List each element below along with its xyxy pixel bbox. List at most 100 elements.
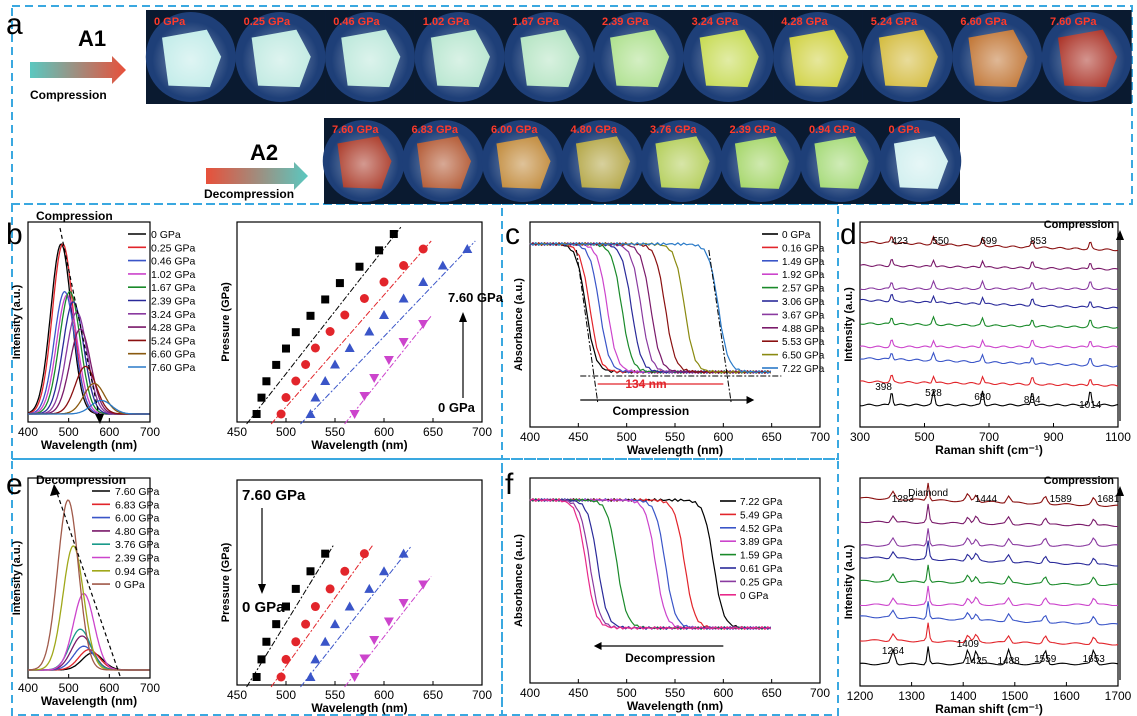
peak-label: 1014 (1079, 400, 1102, 411)
spectrum-line (28, 499, 150, 671)
raman-line (859, 258, 1119, 271)
raman-line (859, 646, 1119, 666)
legend-entry: 3.89 GPa (740, 537, 783, 548)
absorbance-line (529, 498, 771, 630)
crystal-glow (331, 21, 409, 99)
x-tick-label: 650 (762, 430, 782, 444)
legend-entry: 1.59 GPa (740, 551, 783, 562)
peak-label: 1264 (882, 646, 905, 657)
marker-invtriangle (359, 654, 370, 664)
marker-square (257, 393, 266, 402)
marker-triangle (379, 310, 389, 319)
absorbance-line (529, 498, 772, 630)
a1-photo: 0.46 GPa (325, 10, 415, 104)
x-tick-label: 550 (325, 688, 345, 702)
crystal-glow (1048, 21, 1126, 99)
trend-arrow-head (95, 414, 104, 424)
arrow-head (593, 642, 602, 650)
raman-line (859, 351, 1119, 368)
a1-photo: 4.28 GPa (773, 10, 863, 104)
marker-triangle (320, 636, 331, 646)
marker-circle (291, 637, 301, 647)
a2-photo: 7.60 GPa (322, 118, 405, 204)
x-tick-label: 650 (762, 686, 782, 700)
legend-entry: 5.53 GPa (782, 337, 825, 348)
x-tick-label: 700 (140, 425, 160, 439)
crystal-glow (152, 21, 230, 99)
pressure-label: 0.94 GPa (809, 124, 856, 136)
x-tick-label: 500 (276, 688, 296, 702)
spectrum-line (28, 399, 150, 415)
annotation: 0 GPa (242, 599, 285, 616)
x-axis-label: Wavelength (nm) (627, 699, 723, 713)
plot-frame (236, 479, 483, 686)
legend-entry: 0.61 GPa (740, 564, 783, 575)
x-axis-label: Wavelength (nm) (41, 438, 137, 452)
x-tick-label: 400 (520, 430, 540, 444)
x-tick-label: 700 (472, 688, 492, 702)
legend-entry: 3.24 GPa (151, 309, 196, 321)
x-tick-label: 1200 (847, 689, 874, 703)
marker-square (335, 279, 344, 288)
pressure-label: 1.67 GPa (512, 16, 559, 28)
x-tick-label: 1300 (898, 689, 925, 703)
fit-line (344, 315, 432, 425)
a1-photo: 6.60 GPa (952, 10, 1043, 104)
marker-invtriangle (349, 673, 360, 682)
y-axis-label: Absorbance (a.u.) (513, 534, 525, 627)
x-tick-label: 500 (914, 430, 934, 444)
x-tick-label: 550 (665, 430, 685, 444)
panel-letter-b: b (6, 218, 23, 251)
a2-photo: 3.76 GPa (640, 118, 723, 204)
legend-entry: 4.28 GPa (151, 322, 196, 334)
a2-photo: 0.94 GPa (799, 118, 882, 204)
x-tick-label: 600 (713, 430, 733, 444)
peak-label: 1589 (1050, 494, 1073, 505)
marker-triangle (462, 244, 473, 253)
a1-photo: 0.25 GPa (235, 10, 326, 104)
trend-arrow-head (50, 484, 60, 496)
legend-entry: 4.52 GPa (740, 524, 783, 535)
peak-label: 550 (932, 236, 949, 247)
y-axis-label: Intensity (a.u.) (843, 287, 855, 362)
decompression-text: Decompression (625, 651, 715, 665)
pressure-label: 7.60 GPa (332, 124, 379, 136)
raman-line (859, 390, 1119, 407)
legend-entry: 3.06 GPa (782, 297, 825, 308)
peak-label: 1283 (892, 494, 915, 505)
corner-label: Compression (1044, 219, 1115, 231)
panel-letter-f: f (505, 468, 514, 501)
peak-label: 699 (980, 236, 997, 247)
peak-label: 423 (891, 236, 908, 247)
marker-invtriangle (359, 392, 370, 401)
fit-line (246, 225, 403, 425)
crystal-glow (328, 128, 399, 200)
legend-entry: 6.60 GPa (151, 349, 196, 361)
raman-line (859, 315, 1119, 329)
x-tick-label: 650 (423, 688, 443, 702)
legend-entry: 6.00 GPa (115, 513, 160, 525)
row-a1-label: A1 (78, 26, 106, 51)
marker-invtriangle (398, 338, 409, 347)
legend-entry: 0.46 GPa (151, 256, 196, 268)
arrow-head (1116, 486, 1124, 496)
raman-line (859, 482, 1118, 507)
marker-circle (325, 584, 335, 594)
marker-square (355, 262, 364, 271)
annotation: 7.60 GPa (242, 487, 306, 504)
trend-arrow (59, 227, 101, 421)
x-tick-label: 300 (850, 430, 870, 444)
legend-entry: 1.67 GPa (151, 282, 196, 294)
y-axis-label: Intensity (a.u.) (11, 540, 23, 615)
panel-d-raman-bottom: 1200 1300 1400 1500 1600 1700 Raman shift (cm⁻… (843, 475, 1132, 716)
raman-line (859, 585, 1119, 607)
fit-line (270, 240, 432, 425)
x-tick-label: 450 (227, 425, 247, 439)
shift-label: 134 nm (625, 377, 666, 391)
y-axis-label: Pressure (GPa) (220, 282, 232, 362)
legend-entry: 0 GPa (151, 229, 181, 241)
x-tick-label: 600 (99, 425, 119, 439)
x-axis-label: Wavelength (nm) (627, 443, 723, 457)
pressure-label: 0 GPa (889, 124, 921, 136)
legend-entry: 1.02 GPa (151, 269, 196, 281)
